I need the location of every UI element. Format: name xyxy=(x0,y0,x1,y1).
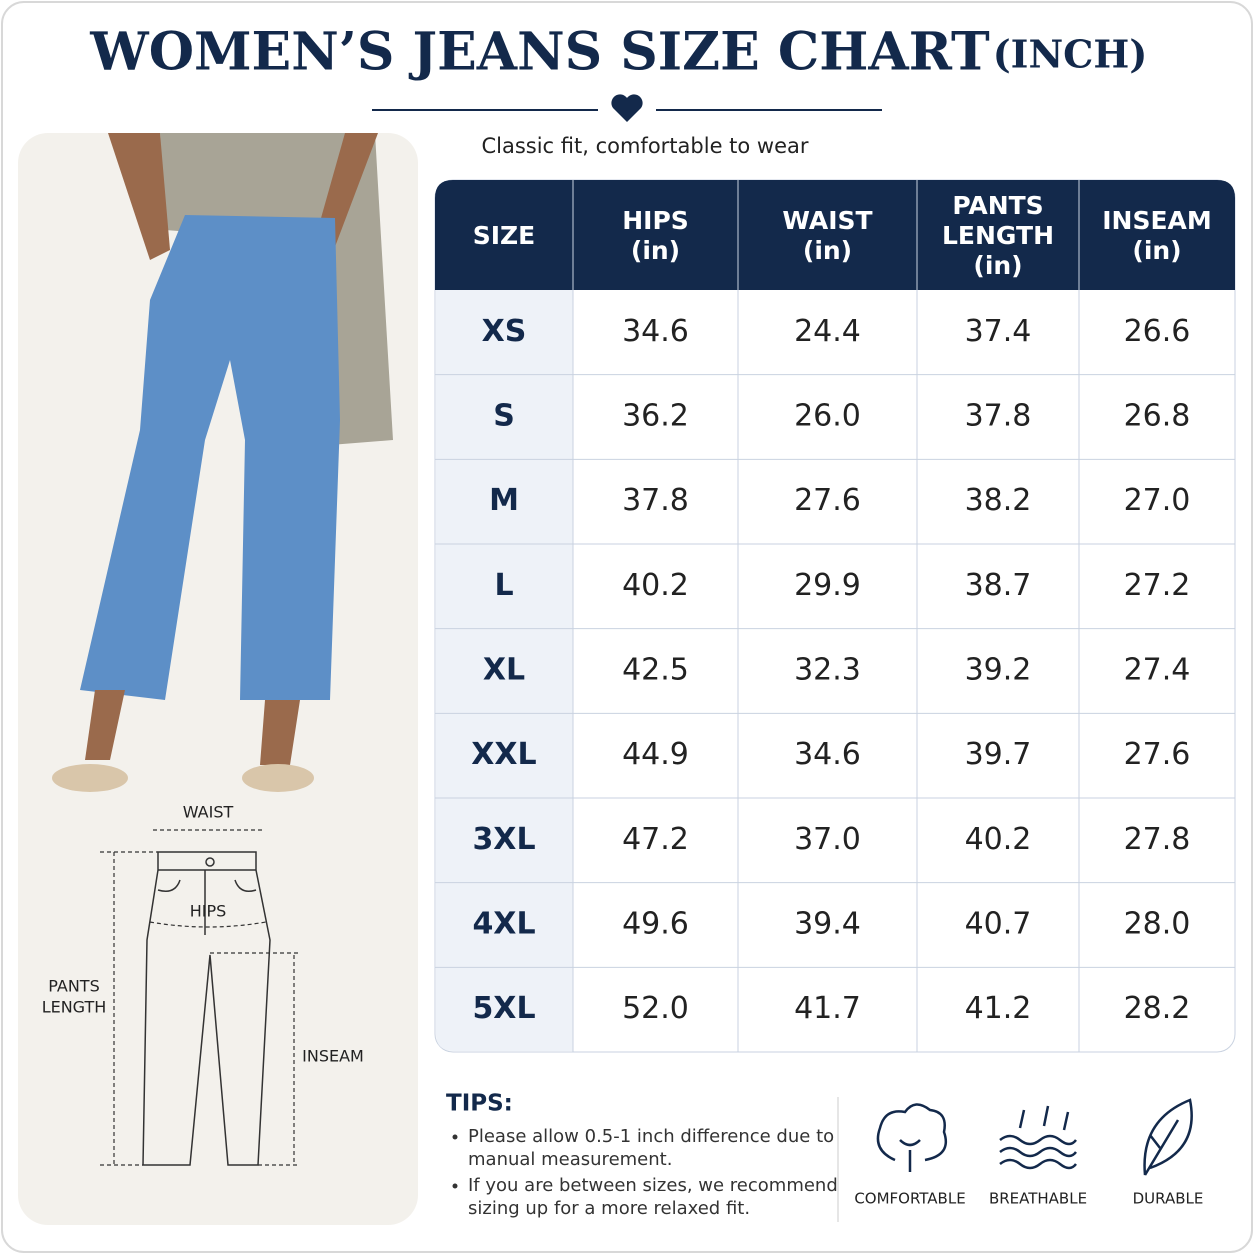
value-cell: 37.8 xyxy=(622,483,689,518)
value-cell: 28.0 xyxy=(1124,907,1191,942)
value-cell: 37.8 xyxy=(965,399,1032,434)
feature-label: COMFORTABLE xyxy=(854,1190,965,1208)
title: WOMEN’S JEANS SIZE CHART xyxy=(89,22,990,83)
sandal xyxy=(52,764,128,792)
tip-text: If you are between sizes, we recommend xyxy=(468,1175,838,1196)
size-table: SIZEHIPS(in)WAIST(in)PANTSLENGTH(in)INSE… xyxy=(434,179,1236,1053)
value-cell: 32.3 xyxy=(794,653,861,688)
value-cell: 47.2 xyxy=(622,822,689,857)
value-cell: 27.0 xyxy=(1124,483,1191,518)
model-photo xyxy=(52,133,393,792)
header-cell: PANTS xyxy=(952,191,1043,220)
value-cell: 28.2 xyxy=(1124,991,1191,1026)
size-cell: XS xyxy=(482,314,527,349)
value-cell: 26.8 xyxy=(1124,399,1191,434)
pants-diagram xyxy=(142,851,271,1166)
value-cell: 27.6 xyxy=(794,483,861,518)
value-cell: 38.2 xyxy=(965,483,1032,518)
hips-label: HIPS xyxy=(190,902,227,921)
value-cell: 39.2 xyxy=(965,653,1032,688)
value-cell: 26.0 xyxy=(794,399,861,434)
value-cell: 42.5 xyxy=(622,653,689,688)
size-column-bg xyxy=(436,290,573,1051)
heart-icon xyxy=(611,94,643,122)
header-cell: SIZE xyxy=(473,221,536,250)
value-cell: 36.2 xyxy=(622,399,689,434)
value-cell: 27.8 xyxy=(1124,822,1191,857)
value-cell: 27.2 xyxy=(1124,568,1191,603)
size-cell: L xyxy=(494,568,513,603)
subtitle: Classic fit, comfortable to wear xyxy=(481,134,808,158)
size-cell: XXL xyxy=(471,737,536,772)
value-cell: 24.4 xyxy=(794,314,861,349)
feature-label: DURABLE xyxy=(1133,1190,1204,1208)
value-cell: 37.4 xyxy=(965,314,1032,349)
tip-text: sizing up for a more relaxed fit. xyxy=(468,1198,750,1219)
pants-length-label: PANTS xyxy=(48,977,99,996)
header-cell: (in) xyxy=(803,236,852,265)
value-cell: 40.7 xyxy=(965,907,1032,942)
pants-length-label: LENGTH xyxy=(42,998,107,1017)
value-cell: 27.6 xyxy=(1124,737,1191,772)
size-cell: 5XL xyxy=(472,991,535,1026)
header-cell: HIPS xyxy=(622,206,689,235)
value-cell: 34.6 xyxy=(794,737,861,772)
value-cell: 26.6 xyxy=(1124,314,1191,349)
value-cell: 39.4 xyxy=(794,907,861,942)
measure-lines xyxy=(100,829,300,1166)
header-bg xyxy=(435,180,1235,290)
value-cell: 27.4 xyxy=(1124,653,1191,688)
tip-text: manual measurement. xyxy=(468,1149,672,1170)
value-cell: 41.2 xyxy=(965,991,1032,1026)
size-cell: S xyxy=(493,399,515,434)
bullet xyxy=(452,1183,458,1189)
size-cell: 4XL xyxy=(472,907,535,942)
inseam-label: INSEAM xyxy=(302,1047,364,1066)
header-cell: WAIST xyxy=(782,206,872,235)
breathable-icon xyxy=(999,1105,1077,1170)
tips-heading: TIPS: xyxy=(446,1091,513,1117)
header-cell: (in) xyxy=(1132,236,1181,265)
size-cell: M xyxy=(489,483,519,518)
value-cell: 29.9 xyxy=(794,568,861,603)
size-cell: 3XL xyxy=(472,822,535,857)
tips-list: Please allow 0.5-1 inch difference due t… xyxy=(452,1126,838,1219)
value-cell: 37.0 xyxy=(794,822,861,857)
header-cell: (in) xyxy=(973,251,1022,280)
value-cell: 52.0 xyxy=(622,991,689,1026)
header-cell: INSEAM xyxy=(1102,206,1212,235)
sandal xyxy=(242,764,314,792)
waist-label: WAIST xyxy=(183,803,234,822)
cotton-icon xyxy=(876,1103,948,1172)
value-cell: 39.7 xyxy=(965,737,1032,772)
arm xyxy=(108,133,170,260)
features: COMFORTABLE BREATHABLE DURABLE xyxy=(854,1190,1203,1208)
header-cell: (in) xyxy=(631,236,680,265)
tip-text: Please allow 0.5-1 inch difference due t… xyxy=(468,1126,834,1147)
value-cell: 49.6 xyxy=(622,907,689,942)
feature-icons xyxy=(876,1098,1193,1176)
bullet xyxy=(452,1134,458,1140)
leaf-icon xyxy=(1143,1098,1193,1176)
value-cell: 44.9 xyxy=(622,737,689,772)
value-cell: 38.7 xyxy=(965,568,1032,603)
legs xyxy=(85,690,300,765)
value-cell: 40.2 xyxy=(965,822,1032,857)
value-cell: 34.6 xyxy=(622,314,689,349)
jeans xyxy=(80,215,340,700)
header-cell: LENGTH xyxy=(942,221,1054,250)
size-cell: XL xyxy=(483,653,525,688)
value-cell: 41.7 xyxy=(794,991,861,1026)
value-cell: 40.2 xyxy=(622,568,689,603)
title-unit: (INCH) xyxy=(993,32,1148,77)
feature-label: BREATHABLE xyxy=(989,1190,1087,1208)
